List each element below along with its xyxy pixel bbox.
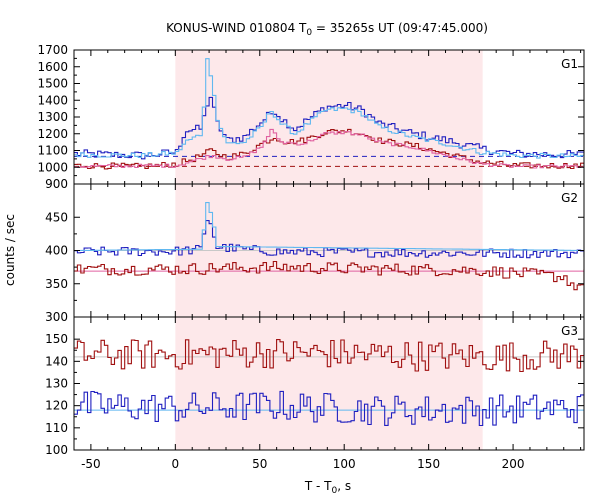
x-tick-label: 50: [252, 457, 267, 471]
y-axis-label: counts / sec: [3, 214, 17, 286]
y-tick-label: 1300: [37, 110, 68, 124]
x-tick-label: 100: [333, 457, 356, 471]
panel-label: G2: [561, 191, 578, 205]
y-tick-label: 400: [45, 244, 68, 258]
series-light_blue-line: [74, 202, 584, 252]
series-blue-line: [74, 390, 584, 427]
series-dark_red-line: [74, 260, 584, 291]
y-tick-label: 350: [45, 277, 68, 291]
y-tick-label: 150: [45, 332, 68, 346]
y-tick-label: 900: [45, 177, 68, 191]
y-tick-label: 1100: [37, 144, 68, 158]
series-blue-line: [74, 96, 584, 160]
y-tick-label: 100: [45, 443, 68, 457]
panel-label: G3: [561, 324, 578, 338]
y-tick-label: 1600: [37, 60, 68, 74]
y-tick-label: 1400: [37, 93, 68, 107]
series-pink-line: [74, 128, 584, 169]
x-axis-label: T - T0, s: [304, 479, 351, 496]
y-tick-label: 120: [45, 399, 68, 413]
y-tick-label: 450: [45, 210, 68, 224]
y-tick-label: 1000: [37, 160, 68, 174]
y-tick-label: 1200: [37, 127, 68, 141]
x-tick-label: 150: [417, 457, 440, 471]
series-light_blue-line: [74, 58, 584, 159]
y-tick-label: 110: [45, 421, 68, 435]
y-tick-label: 300: [45, 310, 68, 324]
y-tick-label: 140: [45, 354, 68, 368]
x-tick-label: 0: [172, 457, 180, 471]
series-dark_red-line: [74, 339, 584, 373]
y-tick-label: 130: [45, 377, 68, 391]
chart-title: KONUS-WIND 010804 T0 = 35265s UT (09:47:…: [166, 21, 488, 38]
series-blue-line: [74, 220, 584, 259]
y-tick-label: 1500: [37, 77, 68, 91]
panel-label: G1: [561, 57, 578, 71]
x-tick-label: -50: [81, 457, 101, 471]
y-tick-label: 1700: [37, 43, 68, 57]
x-tick-label: 200: [502, 457, 525, 471]
